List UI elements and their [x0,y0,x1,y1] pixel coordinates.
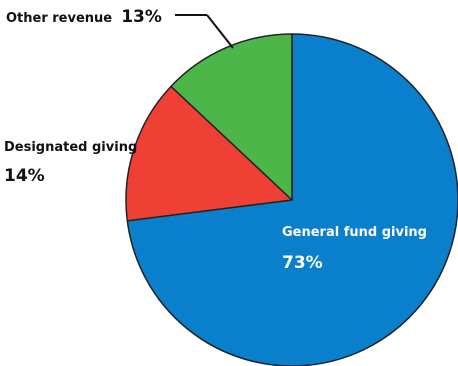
label-designated-giving-value: 14% [4,166,45,186]
label-general-fund-name: General fund giving [282,225,427,240]
slice-other-revenue [170,33,293,201]
label-other-revenue-name: Other revenue [6,11,112,26]
pie-slices [125,33,458,366]
label-other-revenue-value: 13% [121,7,162,27]
label-designated-giving-name: Designated giving [4,140,137,155]
label-general-fund-value: 73% [282,253,323,273]
label-other-revenue: Other revenue 13% [6,7,162,27]
other-revenue-leader-line-diagonal [206,14,234,49]
slice-designated-giving [125,85,293,222]
